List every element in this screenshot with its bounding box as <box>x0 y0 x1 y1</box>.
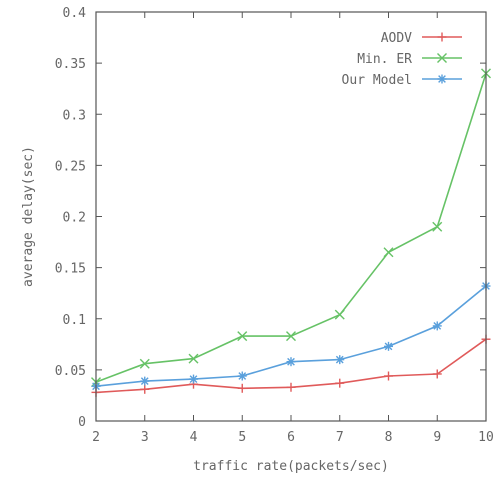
marker-stroke <box>287 357 295 366</box>
x-tick-label: 10 <box>478 430 494 445</box>
marker-stroke <box>189 375 198 383</box>
data-point-min-er <box>139 358 150 369</box>
data-point-aodv <box>140 384 150 394</box>
data-point-our-model <box>384 341 393 351</box>
y-axis-label: average delay(sec) <box>21 146 36 287</box>
marker-stroke <box>383 247 394 258</box>
data-point-min-er <box>188 353 199 364</box>
y-tick-label: 0.05 <box>55 364 86 379</box>
marker-stroke <box>384 342 393 351</box>
y-tick-label: 0.35 <box>55 57 86 72</box>
marker-stroke <box>238 372 247 380</box>
y-tick-label: 0.15 <box>55 262 86 277</box>
legend-label-aodv: AODV <box>381 31 412 46</box>
data-point-aodv <box>286 382 296 392</box>
x-tick-label: 5 <box>238 430 246 445</box>
legend-label-min-er: Min. ER <box>357 52 412 67</box>
marker-stroke <box>334 309 345 320</box>
data-point-our-model <box>237 371 247 381</box>
marker-stroke <box>433 322 442 330</box>
legend-label-our-model: Our Model <box>342 73 412 88</box>
x-tick-label: 6 <box>287 430 295 445</box>
data-point-our-model <box>286 357 296 367</box>
marker-stroke <box>188 353 199 364</box>
data-point-min-er <box>334 309 345 320</box>
x-tick-label: 9 <box>433 430 441 445</box>
marker-stroke <box>432 221 443 232</box>
data-point-min-er <box>383 247 394 258</box>
marker-stroke <box>437 53 447 63</box>
data-point-aodv <box>384 371 393 381</box>
x-axis-ticks: 2 3 4 5 6 7 8 9 10 <box>92 12 494 445</box>
data-point-our-model <box>432 321 442 331</box>
x-tick-label: 4 <box>190 430 198 445</box>
y-tick-label: 0.3 <box>63 108 86 123</box>
x-axis-label: traffic rate(packets/sec) <box>193 459 389 474</box>
data-point-min-er <box>432 221 443 232</box>
data-point-aodv <box>237 383 247 393</box>
x-tick-label: 2 <box>92 430 100 445</box>
data-point-aodv <box>335 378 345 388</box>
data-point-aodv <box>432 369 442 379</box>
y-tick-label: 0.25 <box>55 159 86 174</box>
marker-stroke <box>237 331 248 342</box>
legend-marker-our-model <box>437 74 447 84</box>
y-axis-ticks: 0 0.05 0.1 0.15 0.2 0.25 0.3 0.35 0.4 <box>55 6 486 430</box>
data-point-our-model <box>189 374 198 384</box>
legend: AODV Min. ER Our Model <box>342 31 462 88</box>
marker-stroke <box>335 355 344 364</box>
y-tick-label: 0.2 <box>63 211 86 226</box>
data-point-min-er <box>237 331 248 342</box>
y-tick-label: 0 <box>78 415 86 430</box>
marker-stroke <box>140 377 149 385</box>
legend-marker-min-er <box>437 53 447 63</box>
marker-stroke <box>139 358 150 369</box>
y-tick-label: 0.1 <box>63 313 86 328</box>
data-point-min-er <box>286 331 296 342</box>
legend-marker-aodv <box>437 32 447 42</box>
x-tick-label: 7 <box>336 430 344 445</box>
y-tick-label: 0.4 <box>63 6 87 21</box>
data-point-our-model <box>140 376 150 386</box>
x-tick-label: 8 <box>385 430 393 445</box>
plot-area-frame <box>95 11 487 422</box>
marker-stroke <box>438 75 446 83</box>
data-point-our-model <box>335 355 345 365</box>
x-tick-label: 3 <box>141 430 149 445</box>
marker-stroke <box>286 331 296 342</box>
